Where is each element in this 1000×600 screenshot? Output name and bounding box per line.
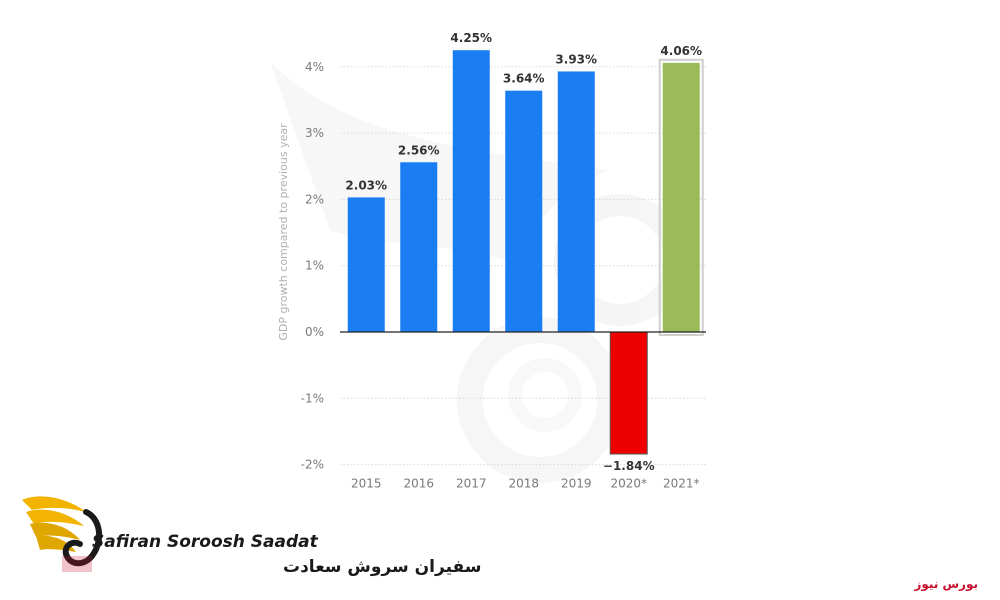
x-axis-ticks: 2015 2016 2017 2018 2019 2020* 2021* bbox=[351, 477, 700, 491]
y-tick-label: 4% bbox=[305, 60, 324, 74]
data-label: 3.93% bbox=[555, 52, 597, 66]
y-tick-label: 2% bbox=[305, 192, 324, 206]
wing-icon bbox=[22, 496, 103, 572]
y-tick-label: -1% bbox=[301, 391, 324, 405]
logo-name-fa: سفیران سروش سعادت bbox=[283, 557, 481, 577]
company-logo: Safiran Soroosh Saadat سفیران سروش سعادت bbox=[22, 496, 481, 577]
bar-2019 bbox=[557, 71, 595, 332]
y-axis-title: GDP growth compared to previous year bbox=[277, 123, 290, 341]
y-tick-label: -2% bbox=[301, 458, 324, 472]
bar-2021 bbox=[662, 62, 700, 333]
logo-name-en: Safiran Soroosh Saadat bbox=[92, 532, 319, 552]
data-label: 3.64% bbox=[503, 72, 545, 86]
bars bbox=[347, 50, 704, 455]
x-tick-label: 2021* bbox=[663, 477, 700, 491]
x-tick-label: 2015 bbox=[351, 477, 382, 491]
y-axis-ticks: 4% 3% 2% 1% 0% -1% -2% bbox=[301, 60, 324, 472]
data-label: 4.06% bbox=[660, 44, 702, 58]
x-tick-label: 2017 bbox=[456, 477, 487, 491]
x-tick-label: 2018 bbox=[508, 477, 539, 491]
y-tick-label: 3% bbox=[305, 126, 324, 140]
bar-2017 bbox=[452, 50, 490, 332]
x-tick-label: 2019 bbox=[561, 477, 592, 491]
source-watermark: بورس نیوز bbox=[914, 577, 978, 591]
y-tick-label: 0% bbox=[305, 325, 324, 339]
data-label: 2.56% bbox=[398, 143, 440, 157]
data-label: 2.03% bbox=[345, 178, 387, 192]
bar-2020 bbox=[609, 331, 648, 455]
x-tick-label: 2020* bbox=[610, 477, 647, 491]
data-label: 4.25% bbox=[450, 31, 492, 45]
y-tick-label: 1% bbox=[305, 259, 324, 273]
bar-2018 bbox=[505, 90, 543, 332]
data-label: −1.84% bbox=[603, 459, 655, 473]
bar-highlight-frame bbox=[658, 58, 704, 337]
x-tick-label: 2016 bbox=[403, 477, 434, 491]
bar-2015 bbox=[347, 197, 385, 332]
data-labels: 2.03% 2.56% 4.25% 3.64% 3.93% −1.84% 4.06% bbox=[345, 31, 702, 473]
bar-2016 bbox=[400, 162, 438, 332]
